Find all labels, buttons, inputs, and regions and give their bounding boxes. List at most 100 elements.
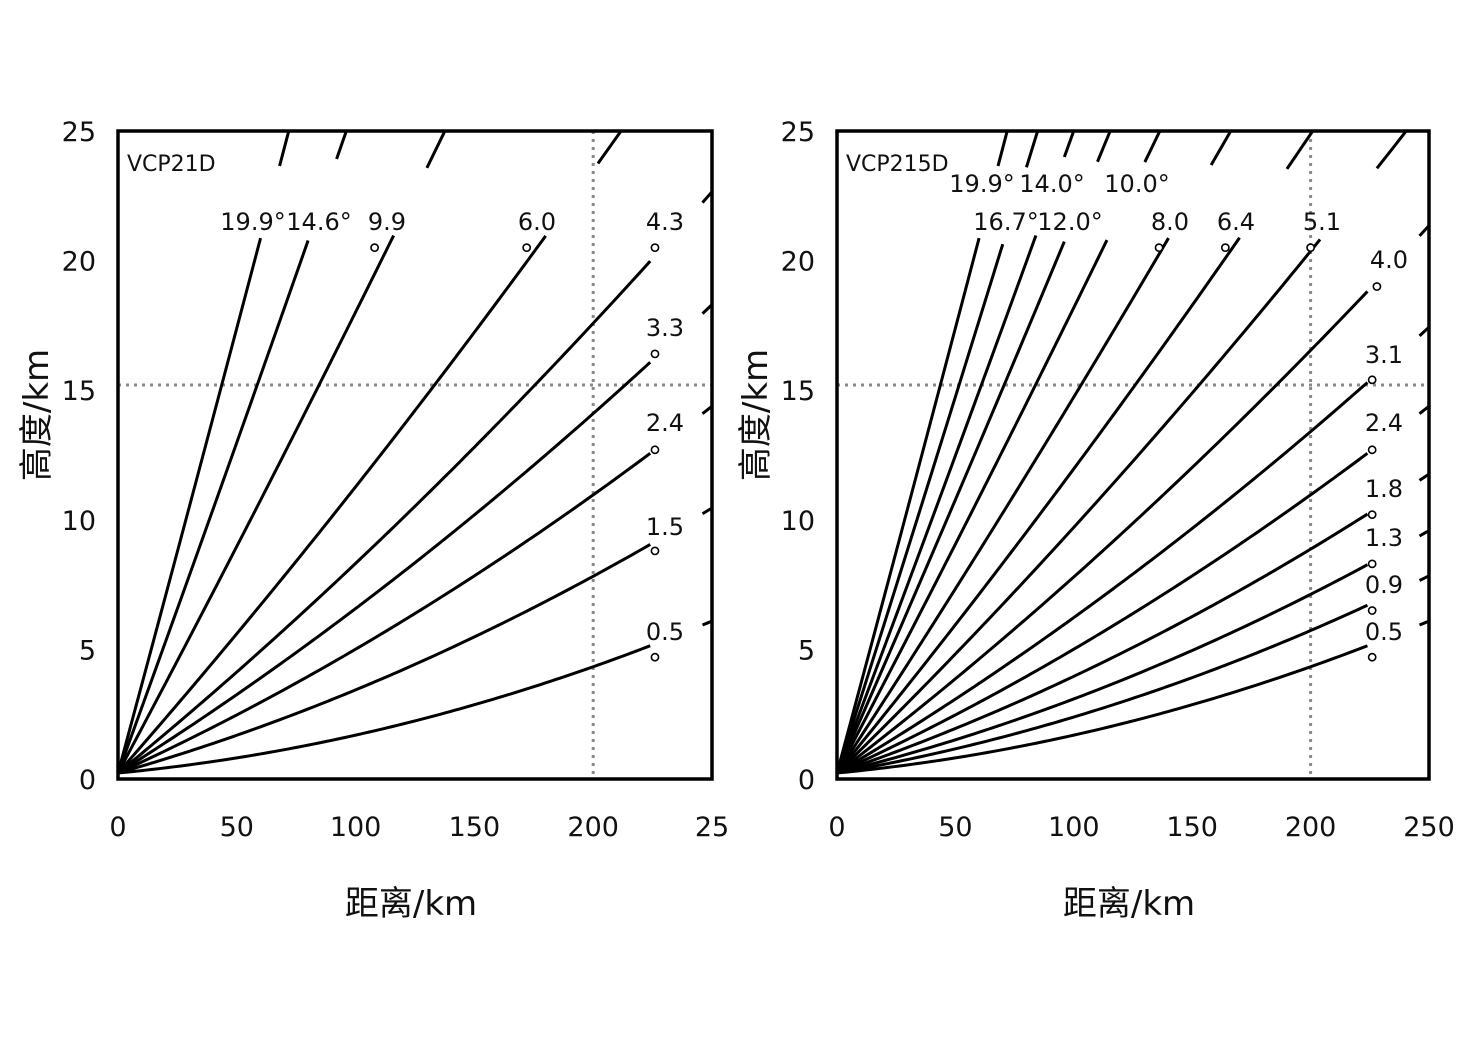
beam-ray-19.9 (118, 237, 263, 774)
beam-ray-8.0 (837, 237, 1170, 774)
beam-ray-stub-4.3 (701, 189, 712, 204)
beam-end-marker (1372, 282, 1382, 291)
beam-label: 3.3 (646, 314, 684, 342)
beam-ray-upper-19.9 (996, 131, 1009, 167)
beam-label: 14.0° (1019, 170, 1084, 198)
y-tick-label: 5 (79, 635, 96, 666)
beam-ray-stub-4.0 (1418, 223, 1429, 237)
panel-vcp215d: 0.5 0.9 1.3 1.8 2.4 3.1 4.0 5.1 6.4 8.0 10.0°12.0°… (736, 117, 1455, 924)
beam-ray-14.0 (837, 234, 1038, 774)
beam-ray-stub-2.4 (701, 404, 712, 415)
beam-ray-14.6 (118, 240, 310, 774)
beam-label: 0.5 (1365, 618, 1403, 646)
beam-end-marker (1306, 243, 1315, 253)
y-tick-label: 15 (62, 376, 96, 407)
beam-label: 9.9 (368, 208, 406, 236)
beam-label: 1.5 (646, 513, 684, 541)
beam-label: 2.4 (646, 409, 684, 437)
beam-label: 19.9° (220, 208, 285, 236)
beam-label: 4.3 (646, 208, 684, 236)
beam-ray-upper-14.6 (335, 131, 348, 160)
x-tick-label: 0 (109, 812, 126, 843)
beam-ray-upper-10.0 (1143, 131, 1162, 163)
beam-end-marker (650, 243, 660, 253)
beam-end-marker (1367, 445, 1377, 455)
beam-ray-upper-6.0 (596, 131, 623, 165)
beam-label: 19.9° (949, 170, 1014, 198)
x-tick-label: 100 (330, 812, 382, 843)
x-axis-label: 距离/km (345, 884, 477, 924)
beam-ray-upper-9.9 (425, 131, 447, 169)
plot-frame (835, 129, 1431, 781)
beam-label: 14.6° (286, 208, 351, 236)
panel-label: VCP21D (127, 152, 216, 177)
beam-label: 5.1 (1303, 208, 1341, 236)
y-axis-label: 高度/km (17, 349, 57, 481)
beam-ray-5.1 (837, 238, 1322, 775)
panel-label: VCP215D (846, 152, 949, 177)
beam-ray-stub-1.8 (1418, 472, 1429, 482)
beam-label: 3.1 (1365, 341, 1403, 369)
beam-ray-9.9 (118, 234, 395, 774)
beam-ray-2.4 (837, 452, 1369, 775)
beam-ray-1.8 (837, 512, 1369, 775)
plot-frame (116, 129, 714, 781)
beam-end-marker (1367, 652, 1377, 662)
beam-ray-upper-19.9 (278, 131, 291, 167)
beam-ray-6.4 (837, 236, 1241, 774)
beam-ray-3.1 (837, 381, 1369, 775)
beam-ray-stub-1.5 (701, 506, 712, 516)
x-tick-label: 200 (567, 812, 619, 843)
beam-ray-upper-16.7 (1025, 131, 1040, 168)
beam-label: 4.0 (1370, 246, 1408, 274)
beam-end-marker (1220, 243, 1230, 253)
beam-label: 1.3 (1365, 524, 1403, 552)
beam-label: 8.0 (1151, 208, 1189, 236)
x-tick-label: 150 (449, 812, 501, 843)
y-tick-label: 25 (62, 117, 96, 148)
x-tick-label: 50 (220, 812, 254, 843)
beam-end-marker (1154, 243, 1164, 253)
beam-label: 2.4 (1365, 409, 1403, 437)
beam-ray-stub-0.5 (1418, 619, 1429, 627)
beam-ray-upper-6.4 (1285, 131, 1315, 170)
beam-end-marker (650, 546, 660, 556)
y-tick-label: 20 (62, 247, 96, 278)
x-tick-label: 50 (938, 812, 972, 843)
beam-ray-4.0 (837, 290, 1369, 775)
y-tick-label: 10 (62, 506, 96, 537)
beam-ray-3.3 (118, 361, 652, 775)
beam-ray-19.9 (837, 237, 981, 774)
beam-ray-upper-12.0 (1096, 131, 1112, 163)
beam-label: 0.9 (1365, 571, 1403, 599)
beam-label: 6.0 (518, 208, 556, 236)
beam-ray-1.5 (118, 543, 651, 775)
x-tick-label: 150 (1166, 812, 1218, 843)
y-axis-label: 高度/km (736, 349, 776, 481)
x-tick-label: 200 (1285, 812, 1337, 843)
x-tick-label: 0 (828, 812, 845, 843)
beam-end-marker (650, 445, 660, 455)
beam-end-marker (650, 652, 660, 662)
beam-ray-6.0 (118, 234, 547, 774)
beam-ray-10.0 (837, 239, 1109, 774)
beam-ray-1.3 (837, 563, 1369, 775)
beam-end-marker (522, 243, 532, 253)
beam-ray-stub-2.4 (1418, 404, 1429, 415)
beam-end-marker (1367, 606, 1377, 615)
x-tick-label: 250 (1403, 812, 1455, 843)
x-tick-label: 25 (695, 812, 729, 843)
beam-ray-stub-3.3 (701, 302, 712, 315)
beam-ray-stub-0.9 (1418, 574, 1429, 582)
x-axis-label: 距离/km (1063, 884, 1195, 924)
y-tick-label: 5 (798, 635, 815, 666)
ray-group (118, 131, 712, 779)
beam-label: 16.7° (973, 208, 1038, 236)
y-tick-label: 0 (798, 765, 815, 796)
y-tick-label: 0 (79, 765, 96, 796)
beam-ray-2.4 (118, 452, 652, 775)
beam-ray-12.0 (837, 241, 1066, 774)
beam-ray-0.5 (837, 644, 1368, 775)
